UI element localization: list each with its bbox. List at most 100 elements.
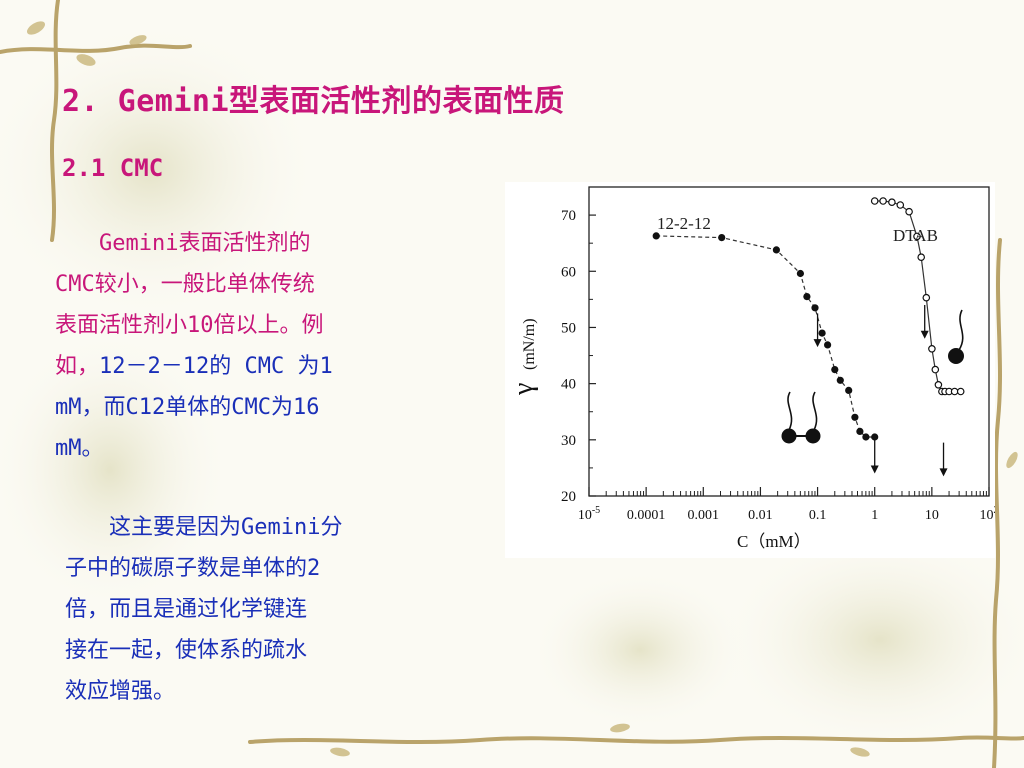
cmc-arrow-head: [870, 465, 879, 474]
vine-right: [992, 238, 1002, 768]
x-tick-label: 0.1: [809, 508, 827, 523]
y-tick-label: 60: [561, 264, 576, 280]
head-icon: [781, 428, 797, 444]
leaf-icon: [129, 35, 147, 45]
text-line: 倍，而且是通过化学键连: [65, 597, 308, 622]
tail-icon: [812, 391, 818, 431]
data-point-dtab: [928, 345, 936, 353]
data-point-dtab: [870, 197, 879, 205]
x-tick-label: 10: [925, 508, 939, 523]
dtab-molecule-icon: [948, 309, 964, 364]
text-line: 这主要是因为Gemini分: [65, 515, 343, 540]
data-point-dtab: [896, 201, 905, 209]
data-point-12-2-12: [831, 366, 839, 374]
x-minor-ticks: [605, 491, 987, 496]
tail-icon: [958, 309, 964, 351]
data-point-12-2-12: [856, 427, 864, 435]
data-point-dtab: [879, 197, 887, 205]
series-label-12-2-12: 12-2-12: [657, 214, 711, 233]
x-axis-ticks: 10-5 0.0001 0.001 0.01 0.1 1 10 102: [578, 487, 999, 523]
text-line: CMC较小，一般比单体传统: [55, 272, 315, 297]
head-icon: [948, 348, 964, 364]
leaf-icon: [610, 723, 630, 733]
data-point-12-2-12: [803, 293, 811, 301]
gemini-molecule-icon: [781, 391, 821, 444]
surface-tension-chart: 20 30 40 50 60 70 10-5 0.0001 0.001 0.01 0.1 1 10 10…: [505, 182, 999, 558]
slide-title: 2. Gemini型表面活性剂的表面性质: [62, 84, 565, 119]
text-line: 接在一起，使体系的疏水: [65, 638, 308, 663]
cmc-arrow-head: [813, 339, 822, 348]
data-point-12-2-12: [824, 341, 832, 349]
text-line: 子中的碳原子数是单体的2: [65, 556, 321, 581]
head-icon: [805, 428, 821, 444]
vine-left: [50, 0, 60, 242]
x-tick-label: 0.0001: [627, 508, 666, 523]
data-point-12-2-12: [796, 269, 804, 278]
x-tick-label: 102: [980, 505, 996, 523]
leaf-icon: [850, 747, 870, 757]
y-tick-label: 20: [561, 489, 576, 505]
data-points: [652, 197, 965, 441]
y-axis-unit: (mN/m): [521, 318, 538, 370]
x-axis-label: C（mM）: [737, 532, 811, 551]
cmc-arrow-head: [939, 468, 948, 477]
plot-frame: [588, 186, 990, 497]
y-tick-label: 50: [561, 320, 576, 336]
cmc-arrow-head: [920, 330, 929, 339]
leaf-shadow: [0, 20, 320, 320]
data-point-12-2-12: [836, 376, 844, 384]
leaf-shadow: [720, 530, 1024, 750]
text-line: Gemini表面活性剂的: [55, 231, 311, 256]
data-point-dtab: [934, 381, 943, 389]
y-tick-label: 30: [561, 433, 576, 449]
text-fragment: 12－2－12的 CMC 为1: [99, 354, 333, 379]
data-point-dtab: [913, 232, 921, 241]
leaf-shadow: [530, 570, 750, 730]
leaf-icon: [76, 54, 96, 66]
cmc-arrows: [813, 304, 948, 477]
data-point-dtab: [950, 387, 959, 396]
data-point-dtab: [917, 253, 926, 262]
leaf-shadow: [0, 330, 230, 610]
data-point-dtab: [922, 293, 931, 302]
data-point-12-2-12: [845, 386, 853, 394]
tail-icon: [787, 391, 793, 431]
data-point-12-2-12: [851, 413, 859, 421]
data-point-dtab: [956, 387, 965, 396]
y-axis-ticks: 20 30 40 50 60 70: [561, 208, 596, 505]
data-point-12-2-12: [818, 329, 826, 337]
data-point-dtab: [931, 365, 940, 374]
data-point-12-2-12: [871, 433, 879, 441]
leaf-icon: [26, 21, 46, 35]
text-line: 如，12－2－12的 CMC 为1: [55, 346, 333, 387]
vine-top: [0, 43, 192, 54]
data-point-dtab: [905, 207, 913, 216]
data-point-dtab: [888, 198, 896, 207]
vine-bottom: [248, 735, 1024, 744]
x-tick-label: 10-5: [578, 505, 600, 523]
data-point-12-2-12: [772, 246, 780, 254]
text-line: 效应增强。: [65, 679, 176, 704]
leaf-icon: [1006, 451, 1018, 469]
x-tick-label: 1: [871, 508, 878, 523]
x-tick-label: 0.001: [688, 508, 720, 523]
y-tick-label: 40: [561, 377, 576, 393]
data-point-12-2-12: [652, 232, 660, 240]
series-label-dtab: DTAB: [893, 226, 938, 245]
paragraph-cmc: Gemini表面活性剂的 CMC较小，一般比单体传统 表面活性剂小10倍以上。例…: [55, 223, 333, 469]
text-line: mM。: [55, 436, 104, 461]
data-point-12-2-12: [862, 433, 870, 441]
x-tick-label: 0.01: [748, 508, 773, 523]
series-12-2-12-curve: [656, 235, 875, 438]
data-point-12-2-12: [811, 304, 819, 312]
text-line: mM，而C12单体的CMC为16: [55, 395, 320, 420]
section-subtitle: 2.1 CMC: [62, 154, 164, 182]
text-line: 表面活性剂小10倍以上。例: [55, 313, 324, 338]
paragraph-reason: 这主要是因为Gemini分 子中的碳原子数是单体的2 倍，而且是通过化学键连 接…: [65, 507, 342, 712]
text-fragment: 如，: [55, 354, 100, 379]
y-tick-label: 70: [561, 208, 576, 224]
data-point-12-2-12: [718, 234, 726, 242]
y-axis-symbol: γ: [508, 383, 539, 396]
